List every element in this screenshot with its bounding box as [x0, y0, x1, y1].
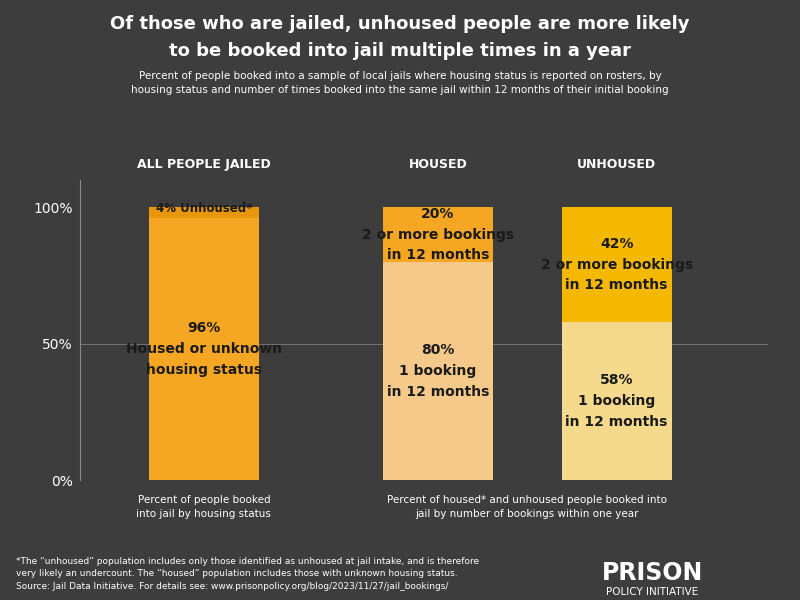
- Text: 42%
2 or more bookings
in 12 months: 42% 2 or more bookings in 12 months: [541, 237, 693, 292]
- Bar: [149, 218, 259, 480]
- Text: Percent of people booked into a sample of local jails where housing status is re: Percent of people booked into a sample o…: [131, 71, 669, 95]
- Text: HOUSED: HOUSED: [408, 158, 467, 171]
- Bar: [382, 262, 493, 480]
- Text: ALL PEOPLE JAILED: ALL PEOPLE JAILED: [137, 158, 270, 171]
- Bar: [149, 207, 259, 218]
- Text: 58%
1 booking
in 12 months: 58% 1 booking in 12 months: [566, 373, 668, 428]
- Text: 4% Unhoused*: 4% Unhoused*: [156, 202, 252, 215]
- Text: Of those who are jailed, unhoused people are more likely: Of those who are jailed, unhoused people…: [110, 15, 690, 33]
- Text: 80%
1 booking
in 12 months: 80% 1 booking in 12 months: [386, 343, 489, 398]
- Text: *The “unhoused” population includes only those identified as unhoused at jail in: *The “unhoused” population includes only…: [16, 557, 479, 591]
- Text: POLICY INITIATIVE: POLICY INITIATIVE: [606, 587, 698, 597]
- Text: to be booked into jail multiple times in a year: to be booked into jail multiple times in…: [169, 42, 631, 60]
- Text: Percent of housed* and unhoused people booked into
jail by number of bookings wi: Percent of housed* and unhoused people b…: [387, 495, 667, 519]
- Text: 20%
2 or more bookings
in 12 months: 20% 2 or more bookings in 12 months: [362, 207, 514, 262]
- Text: Percent of people booked
into jail by housing status: Percent of people booked into jail by ho…: [137, 495, 271, 519]
- Bar: [382, 207, 493, 262]
- Text: PRISON: PRISON: [602, 561, 702, 585]
- Text: UNHOUSED: UNHOUSED: [577, 158, 656, 171]
- Bar: [562, 322, 672, 480]
- Text: 96%
Housed or unknown
housing status: 96% Housed or unknown housing status: [126, 322, 282, 377]
- Bar: [562, 207, 672, 322]
